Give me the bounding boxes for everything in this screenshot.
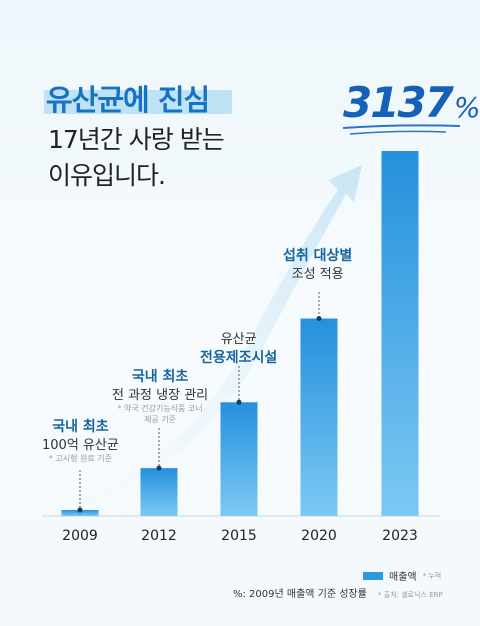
leader-dot-2015 — [236, 399, 242, 405]
headline-highlight — [44, 90, 232, 114]
leader-dot-2009 — [77, 507, 83, 513]
bar-2020 — [300, 318, 338, 516]
x-tick-label: 2023 — [382, 528, 418, 544]
bar-2012 — [140, 468, 178, 516]
percent-underline — [342, 124, 461, 129]
annotation-text: 유산균 — [220, 332, 257, 347]
annotation-text: 전 과정 냉장 관리 — [112, 387, 209, 403]
percent-underline-2 — [349, 130, 447, 135]
source-note: * 출처: 셀로닉스 ERP — [378, 591, 443, 599]
annotation-text: 100억 유산균 — [42, 437, 119, 453]
annotation-footnote-2: 제공 기준 — [144, 415, 177, 425]
subhead-line-2: 이유입니다. — [48, 161, 166, 190]
annotation-text: 조성 적용 — [291, 266, 344, 282]
annotation-2015: 유산균 전용제조시설 — [200, 331, 277, 367]
annotation-footnote: * 고시형 원료 기준 — [48, 454, 112, 464]
annotation-title: 국내 최초 — [131, 369, 189, 385]
annotation-title: 국내 최초 — [52, 419, 109, 435]
x-tick-label: 2020 — [301, 528, 337, 544]
annotation-footnote: * 약국 건강기능식품 코너 — [117, 404, 203, 414]
headline: 유산균에 진심 — [46, 83, 210, 117]
legend-note: * 누적 — [422, 571, 442, 580]
subheadline: 17년간 사랑 받는 이유입니다. — [48, 122, 225, 194]
x-tick-label: 2009 — [62, 528, 98, 544]
growth-unit: % — [453, 91, 480, 124]
footnote-text: %: 2009년 매출액 기준 성장률 — [233, 589, 367, 600]
bar-2009 — [61, 510, 99, 516]
chart-footnote: %: 2009년 매출액 기준 성장률 * 출처: 셀로닉스 ERP — [233, 585, 443, 600]
bar-2023 — [381, 150, 419, 516]
annotation-title: 전용제조시설 — [200, 349, 278, 366]
leader-dot-2020 — [316, 316, 322, 322]
headline-block: 유산균에 진심 — [44, 80, 232, 120]
legend-label: 매출액 — [389, 572, 417, 583]
leader-dot-2012 — [156, 465, 162, 471]
annotation-title: 섭취 대상별 — [283, 248, 353, 264]
subhead-line-1: 17년간 사랑 받는 — [48, 125, 225, 154]
annotation-2020: 섭취 대상별 조성 적용 — [283, 247, 352, 283]
legend-swatch — [363, 571, 383, 580]
annotation-2009: 국내 최초 100억 유산균 * 고시형 원료 기준 — [42, 418, 119, 465]
growth-value: 3137 — [343, 78, 454, 127]
x-tick-label: 2012 — [141, 528, 177, 544]
x-tick-label: 2015 — [221, 528, 257, 544]
chart-legend: 매출액 * 누적 — [363, 568, 441, 583]
bar-2015 — [220, 402, 258, 516]
growth-percentage: 3137% — [343, 78, 480, 127]
annotation-2012: 국내 최초 전 과정 냉장 관리 * 약국 건강기능식품 코너 제공 기준 — [112, 368, 208, 426]
